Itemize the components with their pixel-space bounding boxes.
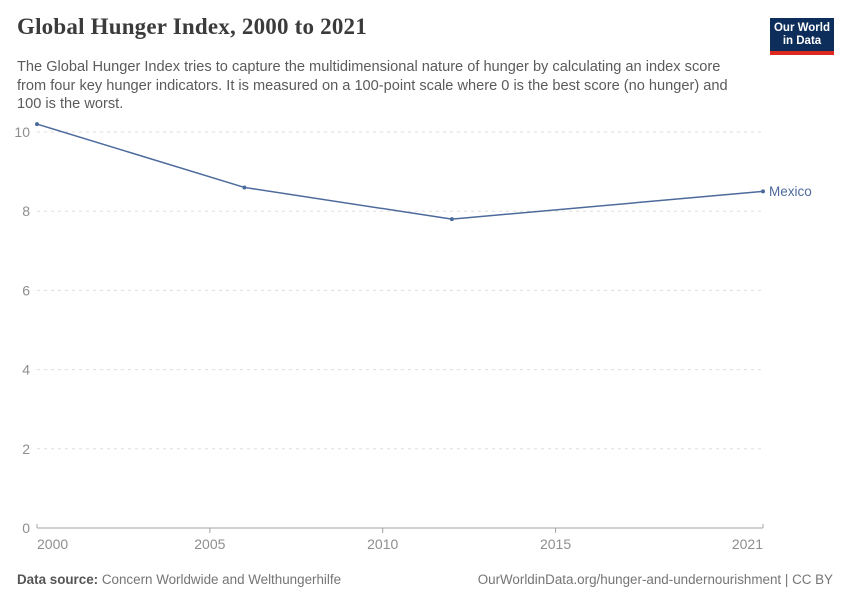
owid-logo-text: Our World in Data: [770, 18, 834, 51]
owid-logo-line2: in Data: [782, 35, 822, 47]
footer-citation-link: OurWorldinData.org/hunger-and-undernouri…: [477, 572, 833, 587]
data-point: [242, 185, 247, 190]
chart-subtitle: The Global Hunger Index tries to capture…: [17, 59, 728, 112]
chart-title: Global Hunger Index, 2000 to 2021: [17, 14, 367, 39]
entity-label: Mexico: [769, 184, 812, 199]
x-axis-tick-label: 2010: [367, 536, 398, 552]
y-axis-tick-label: 2: [22, 441, 30, 457]
data-point: [449, 217, 454, 222]
y-axis-tick-label: 0: [22, 520, 30, 536]
data-source: Data source: Concern Worldwide and Welth…: [17, 572, 341, 587]
x-axis-tick-label: 2015: [540, 536, 571, 552]
data-source-value: Concern Worldwide and Welthungerhilfe: [101, 572, 342, 587]
x-axis-tick-label: 2000: [37, 536, 68, 552]
y-axis-tick-label: 10: [14, 124, 30, 140]
owid-logo: Our World in Data: [770, 18, 834, 55]
x-axis-tick-label: 2021: [732, 536, 763, 552]
data-point: [761, 189, 765, 194]
data-source-label: Data source:: [17, 572, 99, 587]
y-axis-tick-label: 6: [22, 282, 30, 298]
data-point: [35, 122, 39, 127]
x-axis-tick-label: 2005: [194, 536, 225, 552]
y-axis-tick-label: 8: [22, 203, 30, 219]
y-axis-tick-label: 4: [22, 362, 30, 378]
owid-logo-line1: Our World: [773, 22, 830, 34]
owid-logo-accent-bar: [770, 51, 834, 55]
chart-footer: Data source: Concern Worldwide and Welth…: [17, 572, 833, 587]
series-line-mexico: [36, 123, 764, 220]
